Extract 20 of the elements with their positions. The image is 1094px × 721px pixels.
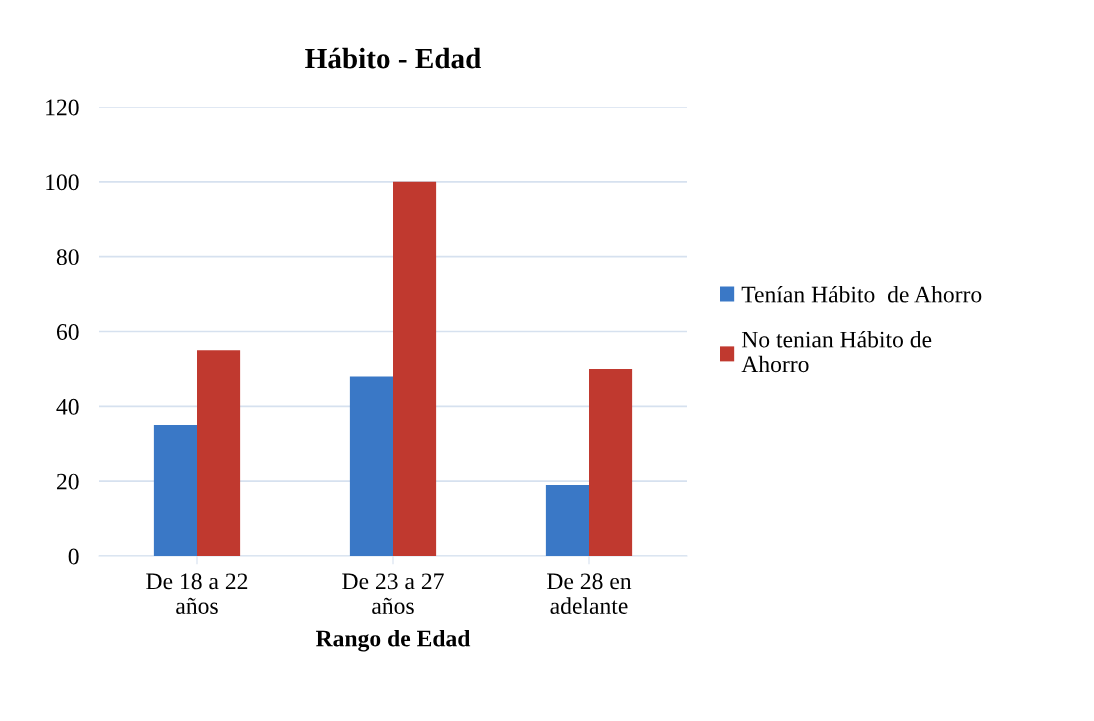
chart-title: Hábito - Edad — [305, 47, 482, 69]
y-tick-label: 40 — [56, 398, 79, 415]
bar — [589, 368, 633, 556]
bar — [197, 350, 241, 556]
x-tick-label: De 23 a 27 años — [342, 573, 444, 614]
x-axis-title: Rango de Edad — [315, 629, 471, 652]
x-tick-label: De 18 a 22 años — [146, 573, 248, 614]
y-tick-label: 20 — [56, 473, 79, 490]
y-tick-label: 120 — [46, 99, 79, 116]
y-tick-label: 0 — [68, 548, 79, 565]
y-tick-label: 100 — [46, 174, 79, 191]
y-tick-label: 60 — [56, 323, 79, 340]
bar — [349, 376, 393, 556]
bar — [545, 484, 589, 556]
legend-label: Tenían Hábito de Ahorro — [741, 285, 982, 303]
bar — [393, 181, 437, 556]
x-tick-label: De 28 en adelante — [547, 573, 632, 614]
bar — [153, 425, 197, 556]
y-tick-label: 80 — [56, 249, 79, 266]
legend-label: No tenian Hábito de Ahorro — [741, 330, 932, 373]
